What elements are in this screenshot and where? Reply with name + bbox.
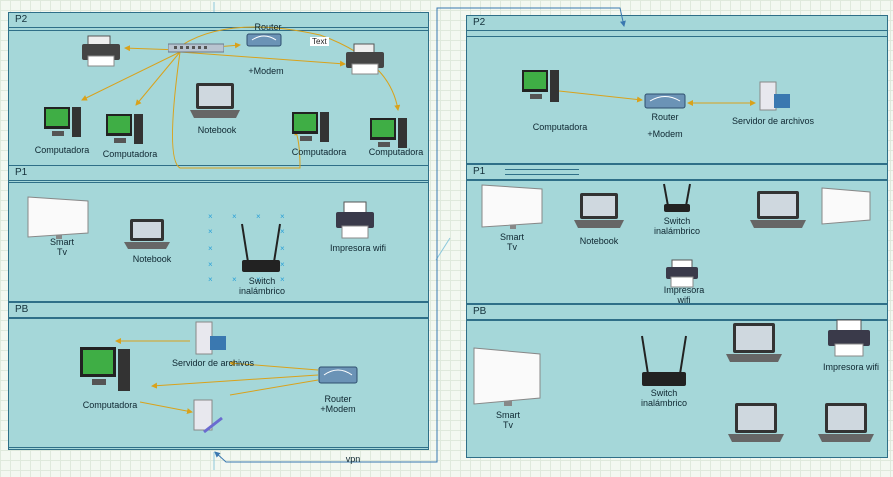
printer-icon[interactable] [80,34,124,68]
printer-icon[interactable] [334,200,376,240]
right-pb-smarttv-label: Smart Tv [495,410,520,430]
wireless-switch-icon[interactable] [640,334,688,388]
file-server-icon[interactable] [192,320,228,358]
notebook-icon[interactable] [190,82,240,122]
right-p1-title: P1 [473,166,486,177]
left-p2-comp3-label: Computadora [291,147,347,157]
notebook-icon[interactable] [726,322,782,366]
left-pb-server-label: Servidor de archivos [171,358,255,368]
right-pb-printer-label: Impresora wifi [822,362,879,372]
router-icon[interactable] [644,90,686,110]
wireless-switch-icon[interactable] [240,222,282,274]
right-pb-title: PB [473,306,487,317]
right-p2-server-label: Servidor de archivos [731,116,815,126]
computer-icon[interactable] [42,105,82,139]
left-p1-smarttv-label: Smart Tv [49,237,74,257]
left-pb-router-label: Router +Modem [320,394,356,414]
left-p2-notebook-label: Notebook [197,125,237,135]
right-p2-router-label: Router [651,112,679,122]
computer-icon[interactable] [290,110,330,144]
left-p1-notebook-label: Notebook [132,254,172,264]
computer-icon[interactable] [368,116,408,150]
left-p1-header[interactable]: P1 [8,165,429,181]
right-p2-header[interactable]: P2 [466,15,888,31]
left-pb-header[interactable]: PB [8,302,429,318]
right-p2-comp-label: Computadora [532,122,588,132]
right-p1-header[interactable]: P1 [466,164,888,180]
wifi-zone: × × × × × × × × × × × × × × [208,212,285,284]
right-p1-header-lines [505,169,579,175]
computer-icon[interactable] [104,112,144,146]
left-p2-title: P2 [15,14,28,25]
notebook-icon[interactable] [574,192,624,232]
notebook-icon[interactable] [818,402,874,446]
right-p1-switch-label: Switch inalámbrico [653,216,701,236]
router-icon[interactable] [318,363,358,387]
smart-tv-icon[interactable] [472,346,544,408]
router-icon[interactable] [246,30,282,48]
right-p2-router-label2: +Modem [647,129,683,139]
printer-icon[interactable] [664,258,700,288]
left-pb-title: PB [15,304,29,315]
computer-icon[interactable] [520,68,560,104]
smart-tv-icon[interactable] [820,186,874,228]
server-icon[interactable] [190,396,226,438]
notebook-icon[interactable] [124,218,170,252]
left-p1-title: P1 [15,167,28,178]
left-p2-comp2-label: Computadora [102,149,158,159]
notebook-icon[interactable] [750,190,806,232]
right-p1-notebook-label: Notebook [579,236,619,246]
left-p2-comp4-label: Computadora [368,147,424,157]
switch-hub-icon[interactable] [168,42,224,54]
computer-icon[interactable] [78,345,132,393]
printer-icon[interactable] [344,42,386,76]
right-p1-smarttv-label: Smart Tv [499,232,524,252]
right-p2-title: P2 [473,17,486,28]
vpn-label[interactable]: vpn [345,454,361,464]
smart-tv-icon[interactable] [26,195,92,241]
right-p1-printer-label: Impresora wifi [663,285,705,305]
left-p2-router-label2: +Modem [248,66,284,76]
left-p2-header[interactable]: P2 [8,12,429,28]
left-p2-router-label: Router [254,22,282,32]
file-server-icon[interactable] [756,80,792,114]
right-pb-header[interactable]: PB [466,304,888,320]
wireless-switch-icon[interactable] [662,182,692,214]
text-placeholder-label[interactable]: Text [310,37,329,46]
left-p1-switch-label: Switch inalámbrico [238,276,286,296]
printer-icon[interactable] [826,318,872,358]
left-p2-comp1-label: Computadora [34,145,90,155]
left-pb-comp-label: Computadora [82,400,138,410]
right-pb-switch-label: Switch inalámbrico [640,388,688,408]
left-p1-printer-label: Impresora wifi [329,243,386,253]
notebook-icon[interactable] [728,402,784,446]
smart-tv-icon[interactable] [480,183,546,231]
